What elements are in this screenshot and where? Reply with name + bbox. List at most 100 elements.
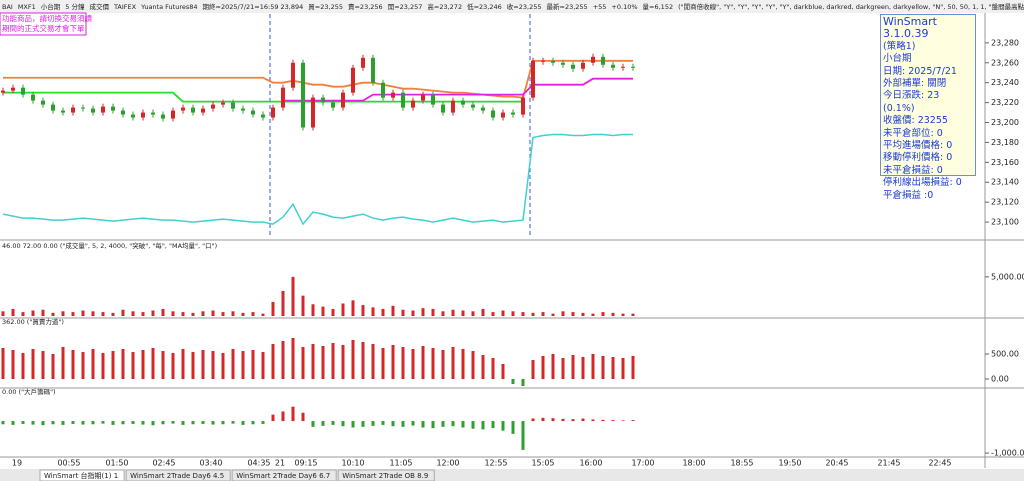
bar (341, 303, 345, 316)
toolbar-item: +55 (593, 3, 607, 11)
bar (371, 421, 375, 426)
bar (11, 350, 15, 379)
toolbar-item: Yuanta Futures84 (140, 3, 197, 11)
tab-label[interactable]: WinSmart 2Trade OB 8.9 (342, 472, 428, 480)
bar (571, 355, 575, 379)
indicator-line (2, 133, 633, 226)
candle (351, 67, 355, 93)
y-tick-label: 23,120 (991, 198, 1019, 207)
bar (61, 347, 65, 379)
candle (161, 114, 165, 119)
bar (621, 358, 625, 379)
bar (361, 305, 365, 316)
bar (561, 311, 565, 316)
candle (141, 112, 145, 118)
tab-label[interactable]: WinSmart 台指期(1) 1 (44, 471, 118, 480)
bar (411, 349, 415, 379)
bar (601, 419, 605, 422)
bar (31, 310, 35, 316)
tab[interactable] (231, 469, 337, 481)
candle (331, 102, 335, 108)
bar (291, 406, 295, 422)
bar (461, 349, 465, 379)
bar (201, 350, 205, 379)
bar (201, 311, 205, 316)
bar (311, 421, 315, 427)
toolbar-item: 賣=23,256 (348, 2, 383, 11)
bar (351, 340, 355, 379)
candle (621, 66, 625, 68)
tab-label[interactable]: WinSmart 2Trade Day6 4.5 (130, 472, 224, 480)
bar (1, 311, 5, 316)
bar (61, 421, 65, 425)
bar (621, 313, 625, 316)
candle (541, 60, 545, 62)
candle (231, 102, 235, 109)
bar (91, 421, 95, 425)
time-label: 02:45 (152, 459, 175, 468)
bar (411, 310, 415, 316)
bar (221, 421, 225, 425)
candle (461, 100, 465, 105)
candle (61, 110, 65, 113)
bar (441, 311, 445, 316)
bar (161, 308, 165, 316)
time-label: 15:05 (531, 459, 554, 468)
bar (71, 312, 75, 316)
bar (51, 354, 55, 379)
bar (271, 414, 275, 422)
bar (331, 421, 335, 425)
candle (131, 114, 135, 118)
bar (41, 309, 45, 316)
info-line: 停利線出場損益: 0 (883, 177, 962, 189)
info-line: 平倉損益 :0 (883, 189, 934, 201)
bar (231, 421, 235, 424)
tab[interactable] (337, 469, 435, 481)
candle (381, 82, 385, 98)
candle (111, 106, 115, 111)
bar (381, 348, 385, 379)
bar (131, 421, 135, 424)
bar (101, 421, 105, 424)
bar (181, 312, 185, 316)
bar (321, 346, 325, 379)
candle (221, 102, 225, 105)
bar (11, 421, 15, 425)
bar (171, 311, 175, 316)
bar (121, 309, 125, 316)
info-line: WinSmart 3.1.0.39 (883, 15, 937, 41)
bar (291, 338, 295, 379)
bar (501, 364, 505, 379)
time-label: 01:50 (105, 459, 128, 468)
bar (351, 421, 355, 428)
candle (201, 108, 205, 113)
bar (181, 349, 185, 379)
panel-title: 0.00 ("大戶籌碼") (2, 387, 56, 396)
bar (371, 344, 375, 379)
candle (31, 94, 35, 101)
tab[interactable] (39, 469, 125, 481)
bar (271, 344, 275, 379)
candle (511, 112, 515, 115)
info-line: 收盤價: 23255 (883, 115, 948, 127)
bar (551, 354, 555, 379)
bar (541, 417, 545, 422)
bar (151, 421, 155, 426)
bar (511, 379, 515, 384)
bar (461, 310, 465, 316)
candle (101, 106, 105, 113)
candle (81, 107, 85, 109)
bar (231, 311, 235, 316)
candle (11, 87, 15, 91)
bar (141, 421, 145, 425)
candle (421, 94, 425, 101)
bar (311, 304, 315, 316)
bar (521, 421, 525, 450)
tab[interactable] (125, 469, 231, 481)
bar (571, 419, 575, 422)
toolbar-item: 高=23,272 (427, 2, 462, 11)
time-label: 21:45 (877, 459, 900, 468)
tab-label[interactable]: WinSmart 2Trade Day6 6.7 (236, 472, 330, 480)
candle (291, 62, 295, 88)
